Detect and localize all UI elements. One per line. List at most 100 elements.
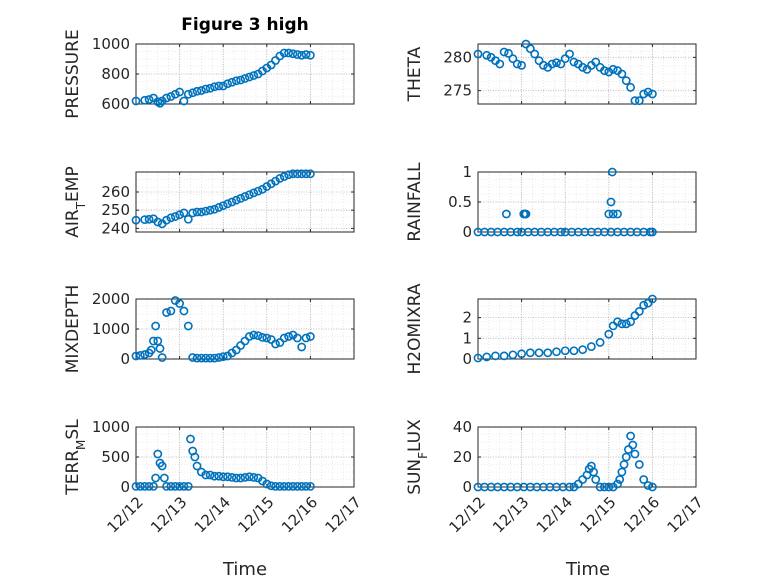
data-point [227,197,237,207]
y-axis-label-text: THETA [405,46,425,102]
data-point [231,473,241,483]
data-point [190,452,200,462]
data-point [157,353,167,362]
data-point [153,336,163,346]
x-tick-label: 12/13 [147,493,190,536]
data-point [552,58,561,68]
y-axis-label-text: SUN [405,459,425,495]
data-point [525,348,535,358]
data-point [643,87,653,97]
data-point [591,57,601,67]
data-point [305,481,315,491]
data-point [146,345,156,355]
y-axis-label: SUNFLUX [405,419,430,495]
data-point [473,353,483,363]
data-point [565,49,574,59]
data-point [560,346,570,356]
data-markers [473,39,657,106]
data-point [621,452,631,462]
data-point [240,472,250,482]
data-point [249,188,259,198]
y-axis-label-text: AIR [63,209,83,238]
data-point [530,49,540,59]
data-point [131,96,141,106]
data-point [218,472,228,482]
data-point [617,319,627,329]
data-point [271,339,280,349]
data-point [192,353,202,363]
data-point [630,449,640,459]
data-point [569,346,579,356]
data-point [517,349,526,359]
data-point [175,481,184,491]
subplot-1: 600 800 1000 PRESSURE [63,29,355,119]
data-point [288,49,298,59]
data-point [617,467,627,477]
data-point [301,169,311,179]
data-point [262,333,272,343]
data-point [606,197,616,207]
data-point [188,88,198,98]
y-axis-label: PRESSURE [63,29,83,118]
data-point [131,481,141,491]
data-point [608,64,618,74]
data-point [573,479,583,489]
data-point [214,353,224,362]
data-markers [473,167,657,237]
y-axis-label-text: PRESSURE [63,29,83,118]
data-point [512,227,522,237]
data-point [624,445,633,454]
data-point [648,294,657,304]
x-tick-label: 12/14 [533,493,576,536]
data-point [512,59,522,69]
data-point [613,479,622,489]
data-point [578,345,588,355]
data-point [159,473,169,483]
data-point [604,329,614,339]
data-point [621,319,631,329]
data-point [249,330,259,340]
y-axis-label-subscript: T [74,201,88,210]
data-point [521,39,531,49]
data-point [201,470,211,480]
data-point [214,203,224,212]
data-point [144,95,154,104]
figure-title: Figure 3 high [181,15,309,35]
data-point [140,215,150,225]
data-point [508,54,518,64]
data-point [223,79,232,89]
data-point [183,321,193,331]
data-point [626,82,635,92]
data-point [249,472,259,482]
data-point [648,89,657,99]
data-point [607,167,617,177]
data-point [534,348,544,358]
data-point [292,169,302,179]
data-point [249,71,259,80]
axes-box [477,43,697,105]
data-markers [473,431,657,492]
data-point [155,344,165,353]
data-point [166,481,176,491]
y-tick-label: 0 [462,478,472,496]
data-point [205,205,215,215]
y-axis-label: RAINFALL [405,162,425,242]
data-point [262,182,272,191]
data-point [604,67,614,77]
y-tick-label: 0 [462,223,472,241]
x-tick-label: 12/17 [322,493,365,536]
y-tick-label: 2000 [92,290,130,308]
data-point [284,48,293,58]
data-point [301,50,311,59]
y-axis-label-text: TERR [63,450,83,496]
data-point [604,209,614,219]
y-axis-label: TERRMSL [63,419,88,496]
data-point [473,49,483,59]
data-point [144,214,154,224]
data-point [613,317,622,327]
data-point [175,299,184,308]
data-point [284,170,293,180]
y-tick-label: 240 [101,219,130,237]
data-point [162,93,171,103]
